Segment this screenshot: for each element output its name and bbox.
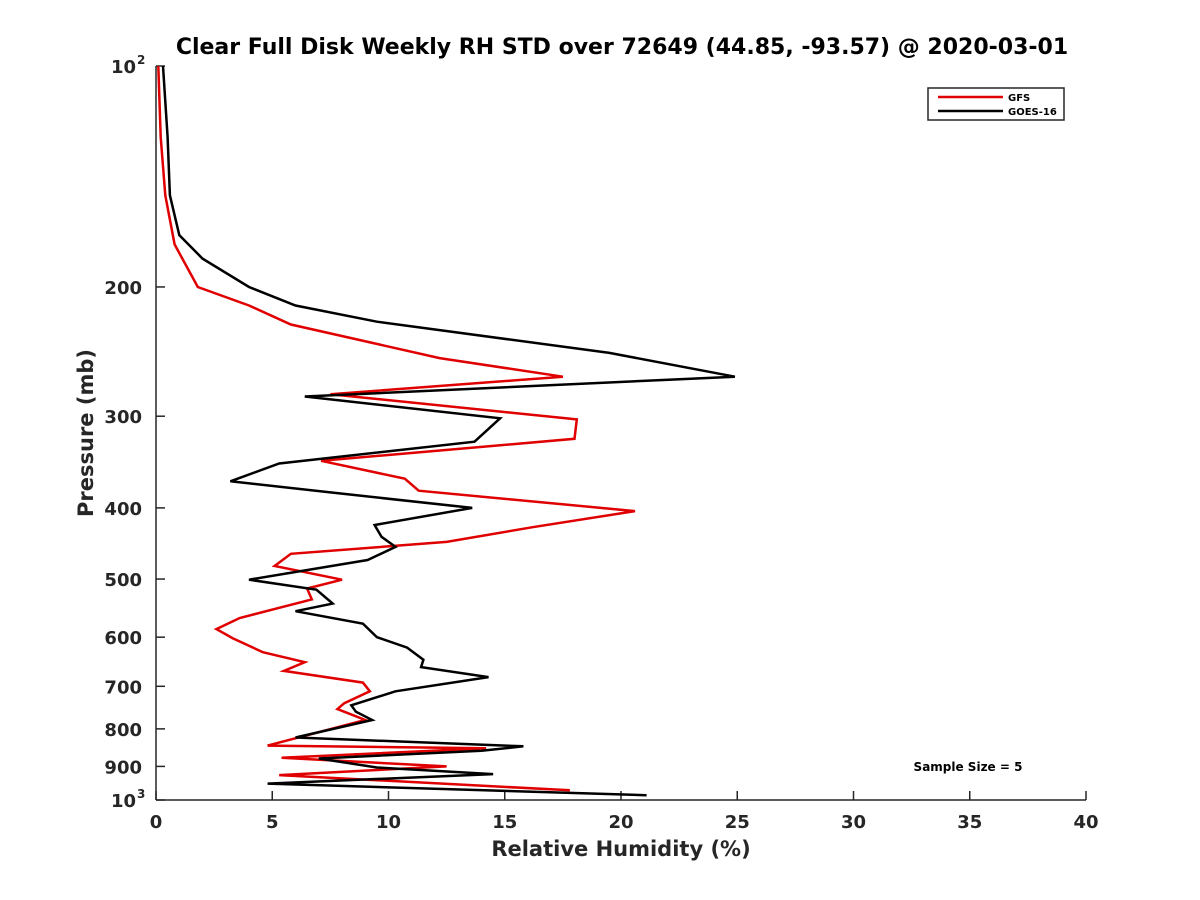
x-tick-label: 0 (150, 812, 163, 833)
legend-label-gfs: GFS (1008, 93, 1030, 104)
x-tick-label: 30 (841, 812, 866, 833)
legend: GFS GOES-16 (927, 87, 1065, 121)
x-ticks: 0 5 10 15 20 25 30 35 40 (150, 791, 1099, 833)
y-tick-exponent: 3 (137, 787, 145, 801)
legend-label-goes16: GOES-16 (1008, 107, 1057, 118)
plot-area: 0 5 10 15 20 25 30 35 40 10 220030040050060070080… (104, 53, 1098, 833)
y-axis-label: Pressure (mb) (74, 349, 98, 517)
y-tick-label: 400 (104, 499, 142, 520)
y-tick-label: 900 (104, 757, 142, 778)
sample-size-annotation: Sample Size = 5 (914, 760, 1023, 774)
y-tick-label: 500 (104, 570, 142, 591)
chart-title: Clear Full Disk Weekly RH STD over 72649… (176, 35, 1068, 60)
x-tick-label: 40 (1073, 812, 1098, 833)
series-line-goes-16 (161, 65, 736, 797)
series-layer (157, 65, 736, 797)
x-tick-label: 5 (266, 812, 279, 833)
y-tick-label: 10 (111, 57, 136, 78)
series-line-gfs (157, 65, 636, 792)
x-tick-label: 20 (608, 812, 633, 833)
x-axis-label: Relative Humidity (%) (491, 837, 750, 861)
y-tick-label: 600 (104, 628, 142, 649)
y-tick-label: 700 (104, 677, 142, 698)
legend-box (927, 87, 1065, 121)
y-tick-label: 800 (104, 720, 142, 741)
y-tick-label: 200 (104, 278, 142, 299)
x-tick-label: 25 (725, 812, 750, 833)
x-tick-label: 10 (376, 812, 401, 833)
x-tick-label: 35 (957, 812, 982, 833)
y-tick-label: 10 (111, 791, 136, 812)
x-tick-label: 15 (492, 812, 517, 833)
y-tick-exponent: 2 (137, 53, 145, 67)
y-tick-label: 300 (104, 407, 142, 428)
